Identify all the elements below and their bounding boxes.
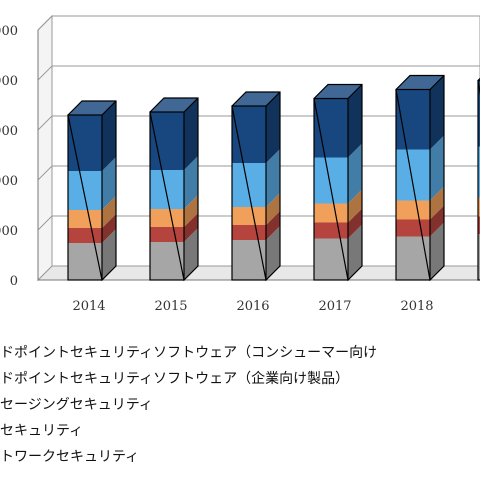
bar-top	[232, 92, 280, 106]
bar-segment	[396, 149, 430, 201]
x-tick-label: 2018	[400, 299, 433, 314]
legend: ドポイントセキュリティソフトウェア（コンシューマー向け ドポイントセキュリティソフ…	[0, 340, 480, 470]
bar-outline-3d	[395, 74, 445, 282]
bar-segment-side	[184, 98, 198, 170]
bar-segment	[396, 200, 430, 220]
bar-outline-3d	[231, 91, 281, 282]
y-tick-label: 0	[10, 274, 18, 289]
bar-segment-side	[430, 135, 444, 201]
x-tick-label: 2014	[72, 299, 105, 314]
x-tick-label: 2017	[318, 299, 351, 314]
bar-segment-side	[102, 101, 116, 171]
bar-segment-side	[430, 75, 444, 150]
y-tick-label: 000	[0, 174, 18, 189]
gridline-side	[37, 165, 53, 181]
bar-segment	[150, 170, 184, 209]
bar-outline-3d	[67, 100, 117, 282]
bar-segment-side	[430, 186, 444, 220]
bar-outline	[395, 88, 431, 281]
bar-outline-3d	[149, 97, 199, 282]
bar-edge	[101, 100, 117, 116]
bar-segment	[314, 222, 348, 239]
bar-outline	[313, 97, 349, 281]
bar-edge	[429, 75, 445, 90]
bar-segment	[150, 209, 184, 227]
bar-segment	[478, 146, 480, 198]
y-tick-label: 000	[0, 224, 18, 239]
bar-segment	[68, 171, 102, 210]
y-tick-label: 000	[0, 74, 18, 89]
bar-segment	[396, 219, 430, 237]
bar-segment	[478, 80, 480, 147]
legend-entry: ドポイントセキュリティソフトウェア（企業向け製品）	[0, 371, 350, 387]
gridline-side	[37, 65, 53, 81]
bar-segment-side	[266, 226, 280, 280]
bar-outline-3d	[313, 83, 363, 282]
gridline-side	[37, 215, 53, 231]
bar-segment-side	[102, 196, 116, 228]
legend-entry: トワークセキュリティ	[0, 449, 140, 465]
bar-outline	[149, 111, 185, 281]
bar-segment-side	[266, 211, 280, 240]
y-tick-label: 000	[0, 24, 18, 39]
bar-segment-side	[184, 213, 198, 242]
bar-segment	[314, 238, 348, 280]
y-tick-label: 000	[0, 124, 18, 139]
bar-segment	[232, 240, 266, 280]
bar-edge	[265, 91, 281, 107]
bar-segment	[478, 197, 480, 217]
bar-segment-side	[348, 143, 362, 204]
bar-segment	[396, 236, 430, 280]
legend-entry: セキュリティ	[0, 423, 84, 439]
x-tick-label: 2015	[154, 299, 187, 314]
bar-segment	[150, 227, 184, 242]
gridline-side	[37, 15, 53, 31]
bar-segment	[68, 210, 102, 228]
legend-entry: セージングセキュリティ	[0, 397, 153, 413]
bar-segment-side	[430, 205, 444, 237]
bar-segment-side	[102, 214, 116, 243]
chart-labels: 0000000000000000201420152016201720182019	[0, 24, 434, 314]
bar-segment	[68, 115, 102, 171]
bar-segment-side	[430, 222, 444, 280]
bar-edge	[347, 84, 363, 99]
bar-segment	[232, 225, 266, 240]
bar-segment	[478, 234, 480, 280]
bar-segment-side	[102, 229, 116, 280]
bar-segment-side	[102, 157, 116, 210]
bar-segment-side	[184, 195, 198, 227]
bar-segment-side	[184, 228, 198, 280]
bar-segment	[314, 203, 348, 223]
bar-outline	[231, 105, 267, 281]
bar-segment-side	[348, 208, 362, 239]
bar-segment-side	[184, 156, 198, 209]
bar-top	[396, 75, 444, 90]
bar-top	[68, 101, 116, 115]
bar-top	[314, 84, 362, 99]
chart-bars	[67, 74, 480, 282]
bar-segment-side	[348, 84, 362, 158]
bar-segment	[150, 112, 184, 170]
bar-segment	[68, 243, 102, 280]
bar-segment-side	[266, 149, 280, 207]
bar-segment	[478, 216, 480, 234]
bar-segment	[314, 157, 348, 204]
bar-segment	[232, 207, 266, 225]
bar-top	[150, 98, 198, 112]
bar-segment-side	[266, 92, 280, 163]
bar-outline	[477, 79, 480, 281]
gridline-side	[37, 115, 53, 131]
bar-segment	[68, 228, 102, 243]
legend-entry: ドポイントセキュリティソフトウェア（コンシューマー向け	[0, 345, 378, 361]
bar-segment-side	[348, 189, 362, 223]
chart-side-wall	[37, 14, 53, 282]
bar-outline	[67, 114, 103, 281]
bar-edge	[183, 97, 199, 113]
bar-segment	[232, 163, 266, 207]
bar-segment	[150, 242, 184, 280]
bar-segment-side	[348, 224, 362, 280]
x-tick-label: 2016	[236, 299, 269, 314]
bar-segment-side	[266, 193, 280, 225]
